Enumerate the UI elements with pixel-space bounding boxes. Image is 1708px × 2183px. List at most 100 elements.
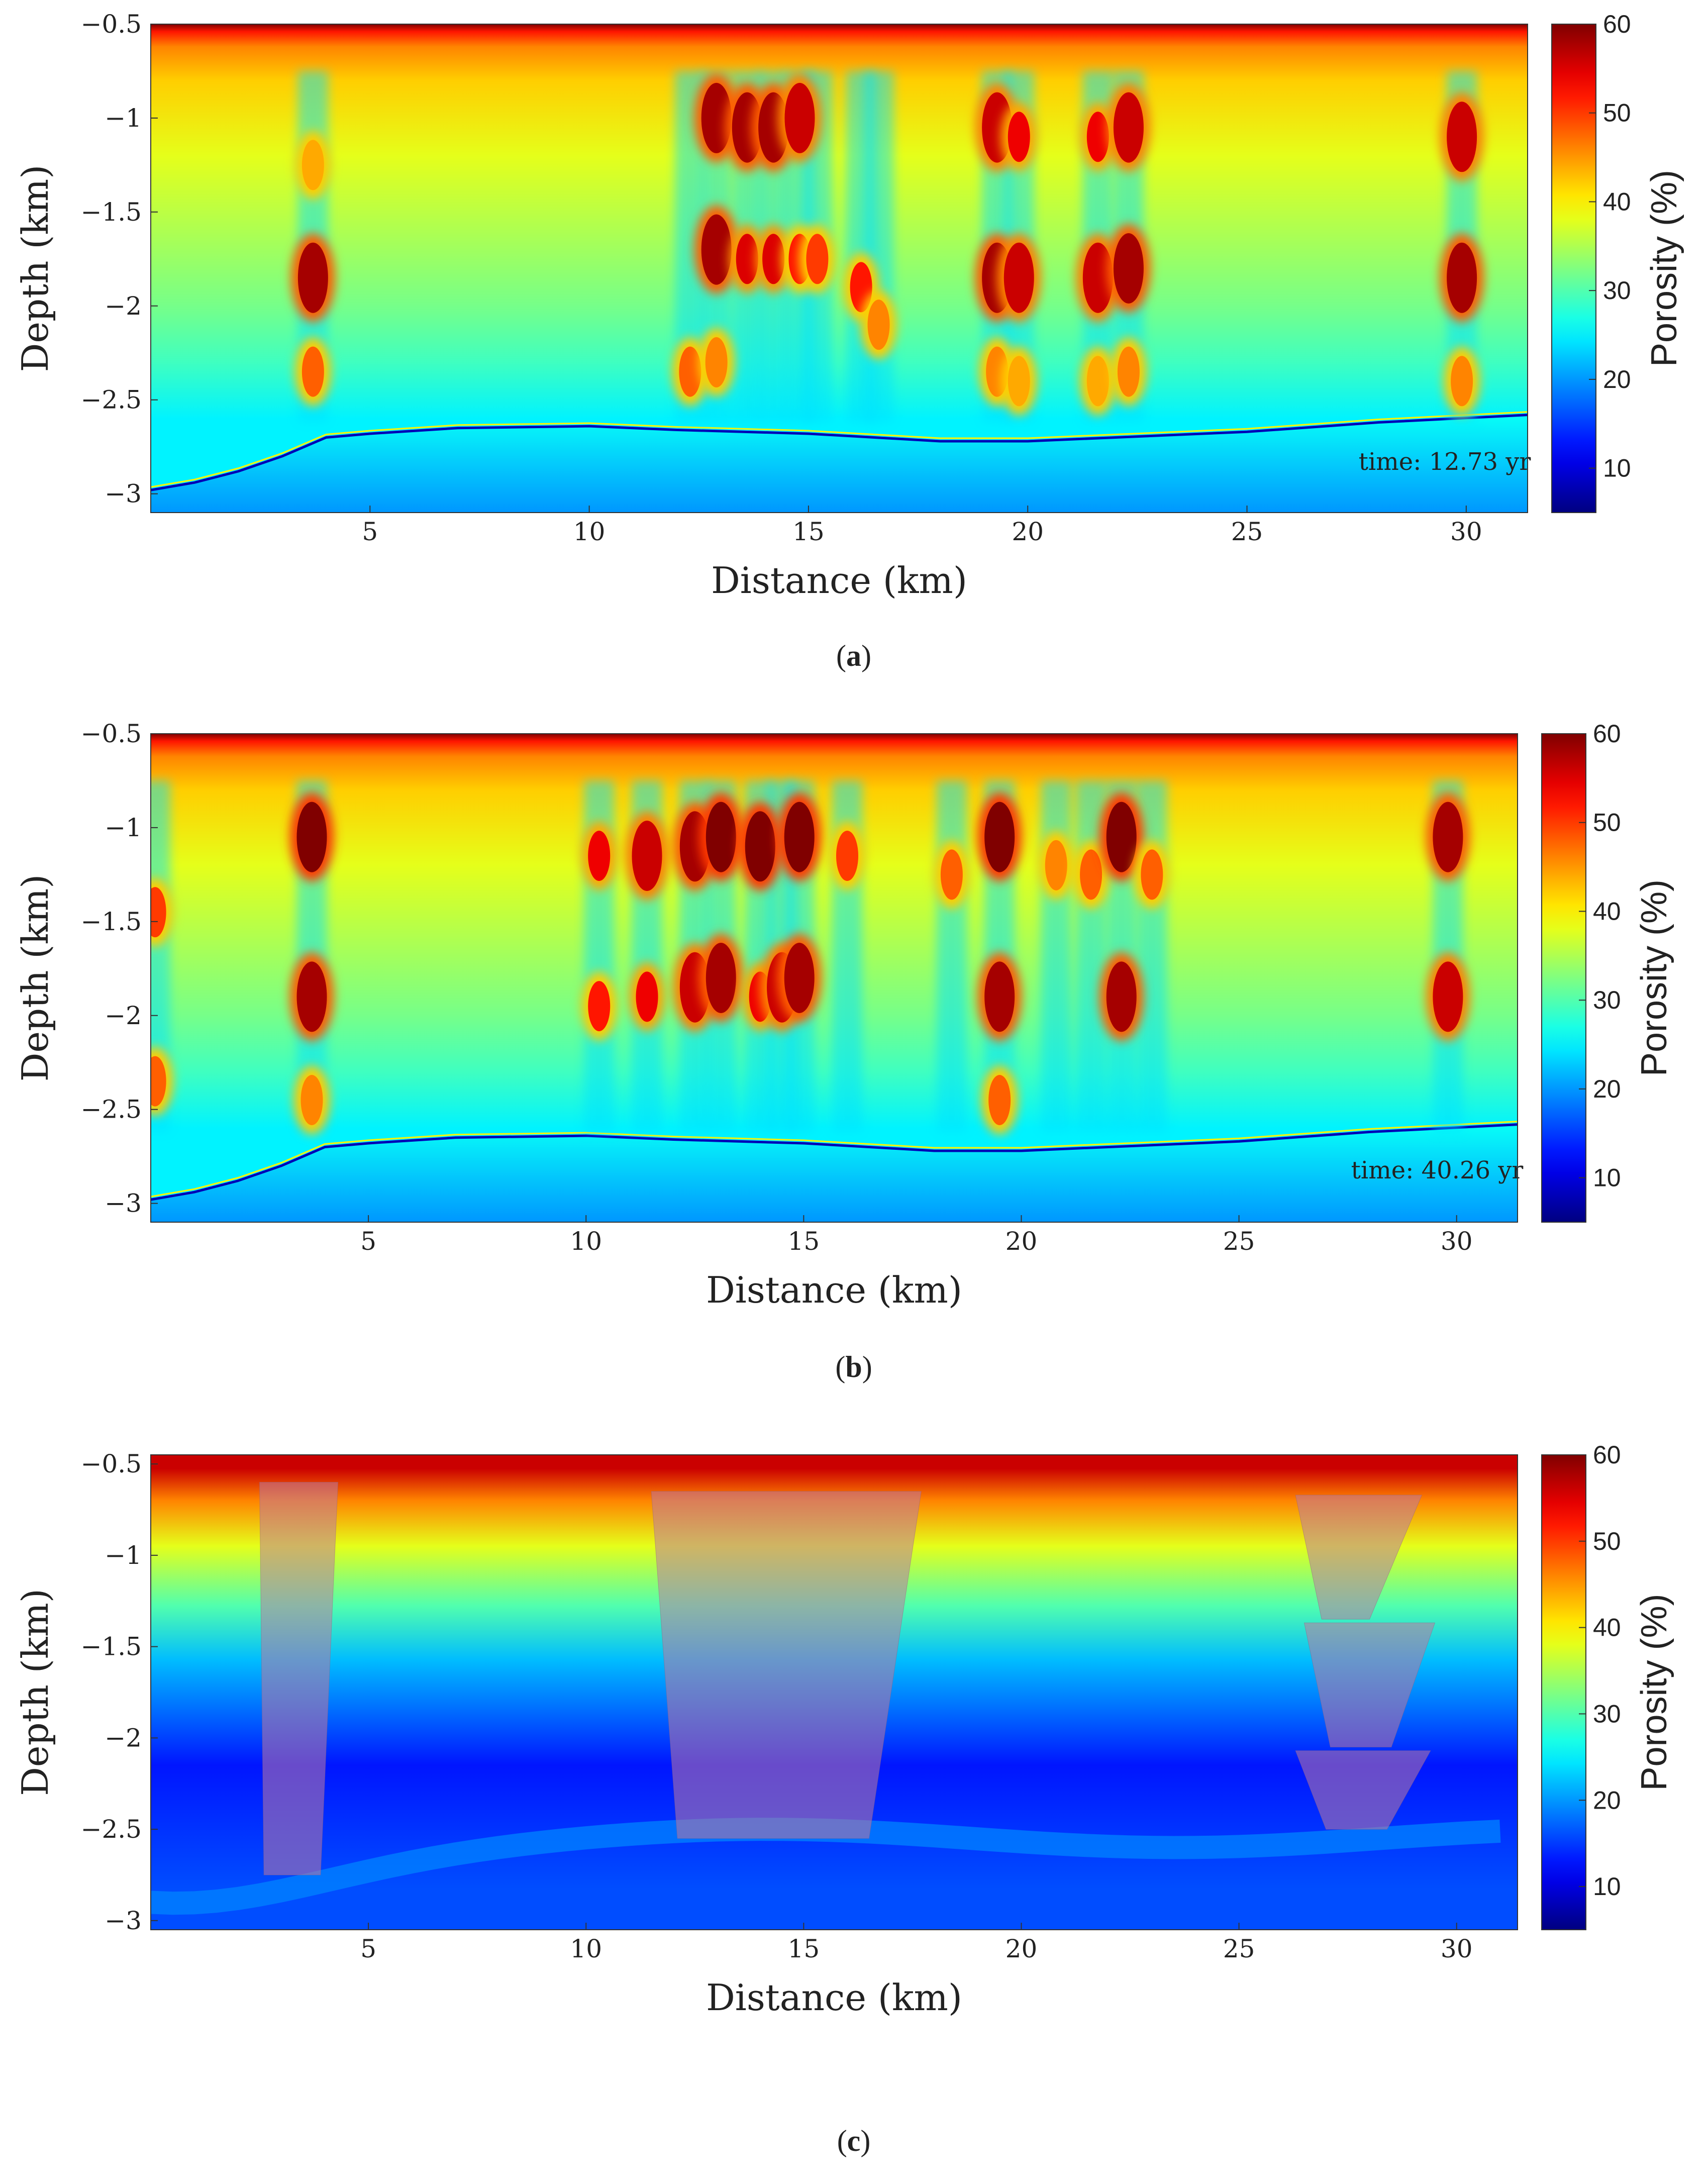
colorbar-tick-label: 10 bbox=[1593, 1872, 1621, 1901]
overlay-zone bbox=[1295, 1495, 1423, 1620]
colorbar-tick-label: 60 bbox=[1593, 1441, 1621, 1469]
porosity-anomaly bbox=[296, 961, 327, 1032]
panel-caption: (b) bbox=[835, 1350, 872, 1383]
porosity-anomaly bbox=[706, 943, 736, 1013]
colorbar-tick-label: 30 bbox=[1593, 986, 1621, 1014]
x-tick-label: 20 bbox=[1006, 1934, 1038, 1963]
axes-frame bbox=[150, 1454, 1518, 1930]
x-axis-label: Distance (km) bbox=[706, 1269, 962, 1311]
y-tick-label: −3 bbox=[105, 1189, 142, 1218]
colorbar-tick-label: 40 bbox=[1603, 187, 1631, 216]
porosity-anomaly bbox=[745, 811, 775, 882]
porosity-anomaly bbox=[1086, 112, 1109, 162]
porosity-anomaly bbox=[1106, 961, 1137, 1032]
porosity-anomaly bbox=[1008, 112, 1030, 162]
colorbar-tick-label: 10 bbox=[1603, 454, 1631, 482]
panel-c: 5 10 15 20 25 30 −0.5 −1 −1.5 −2 −2.5 −3 Distance (k… bbox=[14, 1441, 1674, 2157]
y-tick-label: −3 bbox=[105, 1906, 142, 1935]
porosity-anomaly bbox=[1117, 346, 1140, 397]
porosity-anomaly bbox=[784, 802, 815, 872]
y-tick-label: −2.5 bbox=[81, 1095, 142, 1124]
porosity-anomaly bbox=[1003, 242, 1034, 313]
axes-frame bbox=[150, 24, 1528, 513]
anomaly-column bbox=[936, 780, 967, 1132]
colorbar-tick-label: 20 bbox=[1593, 1786, 1621, 1814]
colorbar-tick-label: 20 bbox=[1603, 365, 1631, 393]
porosity-anomaly bbox=[302, 346, 324, 397]
porosity-anomaly bbox=[588, 981, 611, 1032]
y-tick-label: −2 bbox=[105, 291, 142, 321]
overlay-zone bbox=[1295, 1750, 1431, 1830]
colorbar-label: Porosity (%) bbox=[1634, 879, 1674, 1076]
porosity-anomaly bbox=[1451, 356, 1473, 407]
x-axis-label: Distance (km) bbox=[711, 559, 967, 602]
colorbar bbox=[1551, 24, 1596, 513]
y-tick-label: −2 bbox=[105, 1001, 142, 1030]
colorbar-tick-label: 50 bbox=[1593, 1527, 1621, 1555]
basement-edge bbox=[151, 411, 1528, 488]
porosity-anomaly bbox=[302, 140, 324, 190]
y-tick-label: −3 bbox=[105, 479, 142, 509]
porosity-anomaly bbox=[1433, 961, 1463, 1032]
time-annotation: time: 12.73 yr bbox=[1359, 448, 1531, 476]
porosity-anomaly bbox=[806, 234, 829, 284]
overlay-zone bbox=[1303, 1622, 1436, 1748]
colorbar-tick-label: 30 bbox=[1603, 276, 1631, 305]
basement-line bbox=[151, 414, 1528, 491]
colorbar-label: Porosity (%) bbox=[1634, 1594, 1674, 1791]
colorbar-tick-label: 40 bbox=[1593, 897, 1621, 925]
y-tick-label: −1 bbox=[105, 104, 142, 133]
porosity-anomaly bbox=[1447, 102, 1477, 172]
porosity-anomaly bbox=[988, 1075, 1011, 1125]
porosity-anomaly bbox=[705, 337, 728, 387]
porosity-anomaly bbox=[784, 943, 815, 1013]
porosity-anomaly bbox=[940, 849, 963, 900]
panel-caption: (c) bbox=[837, 2124, 871, 2157]
porosity-anomaly bbox=[701, 214, 732, 285]
x-tick-label: 30 bbox=[1441, 1934, 1473, 1963]
porosity-anomaly bbox=[300, 1075, 323, 1125]
colorbar bbox=[1541, 1454, 1586, 1930]
y-tick-label: −1.5 bbox=[81, 907, 142, 936]
colorbar-tick-label: 50 bbox=[1603, 99, 1631, 127]
x-tick-label: 10 bbox=[570, 1227, 602, 1256]
porosity-anomaly bbox=[836, 831, 858, 881]
porosity-anomaly bbox=[588, 831, 611, 881]
porosity-anomaly bbox=[151, 1056, 166, 1107]
porosity-anomaly bbox=[632, 821, 662, 891]
porosity-anomaly bbox=[984, 961, 1015, 1032]
x-tick-label: 25 bbox=[1231, 517, 1263, 546]
colorbar-label: Porosity (%) bbox=[1644, 170, 1684, 367]
x-tick-label: 5 bbox=[360, 1934, 376, 1963]
porosity-anomaly bbox=[1106, 802, 1137, 872]
porosity-anomaly bbox=[701, 82, 732, 153]
porosity-anomaly bbox=[867, 300, 890, 350]
axes-frame bbox=[150, 733, 1518, 1223]
colorbar-tick-label: 10 bbox=[1593, 1164, 1621, 1192]
colorbar-tick-label: 40 bbox=[1593, 1614, 1621, 1642]
porosity-anomaly bbox=[706, 802, 736, 872]
colorbar-tick-label: 20 bbox=[1593, 1075, 1621, 1103]
x-tick-label: 10 bbox=[573, 517, 606, 546]
panel-b: time: 40.26 yr 5 10 15 20 25 30 −0.5 −1 −1.5 −2 −2.… bbox=[14, 719, 1674, 1383]
porosity-anomaly bbox=[784, 82, 815, 153]
colorbar-tick-label: 60 bbox=[1603, 10, 1631, 38]
porosity-anomaly bbox=[296, 802, 327, 872]
heatmap-area bbox=[151, 1455, 1518, 1930]
basement-region bbox=[151, 1124, 1518, 1222]
porosity-anomaly bbox=[1080, 849, 1102, 900]
porosity-anomaly bbox=[1113, 92, 1144, 163]
porosity-anomaly bbox=[297, 242, 328, 313]
colorbar-tick-label: 50 bbox=[1593, 809, 1621, 837]
x-tick-label: 30 bbox=[1450, 517, 1482, 546]
heatmap-area bbox=[151, 734, 1518, 1222]
porosity-anomaly bbox=[736, 234, 758, 284]
y-axis-label: Depth (km) bbox=[14, 874, 56, 1082]
overlay-zone bbox=[651, 1491, 922, 1839]
panel-a: time: 12.73 yr 5 10 15 20 25 30 −0.5 −1 −1.5 −2 −2.… bbox=[14, 10, 1684, 672]
y-tick-label: −1.5 bbox=[81, 1632, 142, 1661]
y-tick-label: −0.5 bbox=[81, 1449, 142, 1478]
porosity-anomaly bbox=[984, 802, 1015, 872]
porosity-anomaly bbox=[1008, 356, 1030, 407]
